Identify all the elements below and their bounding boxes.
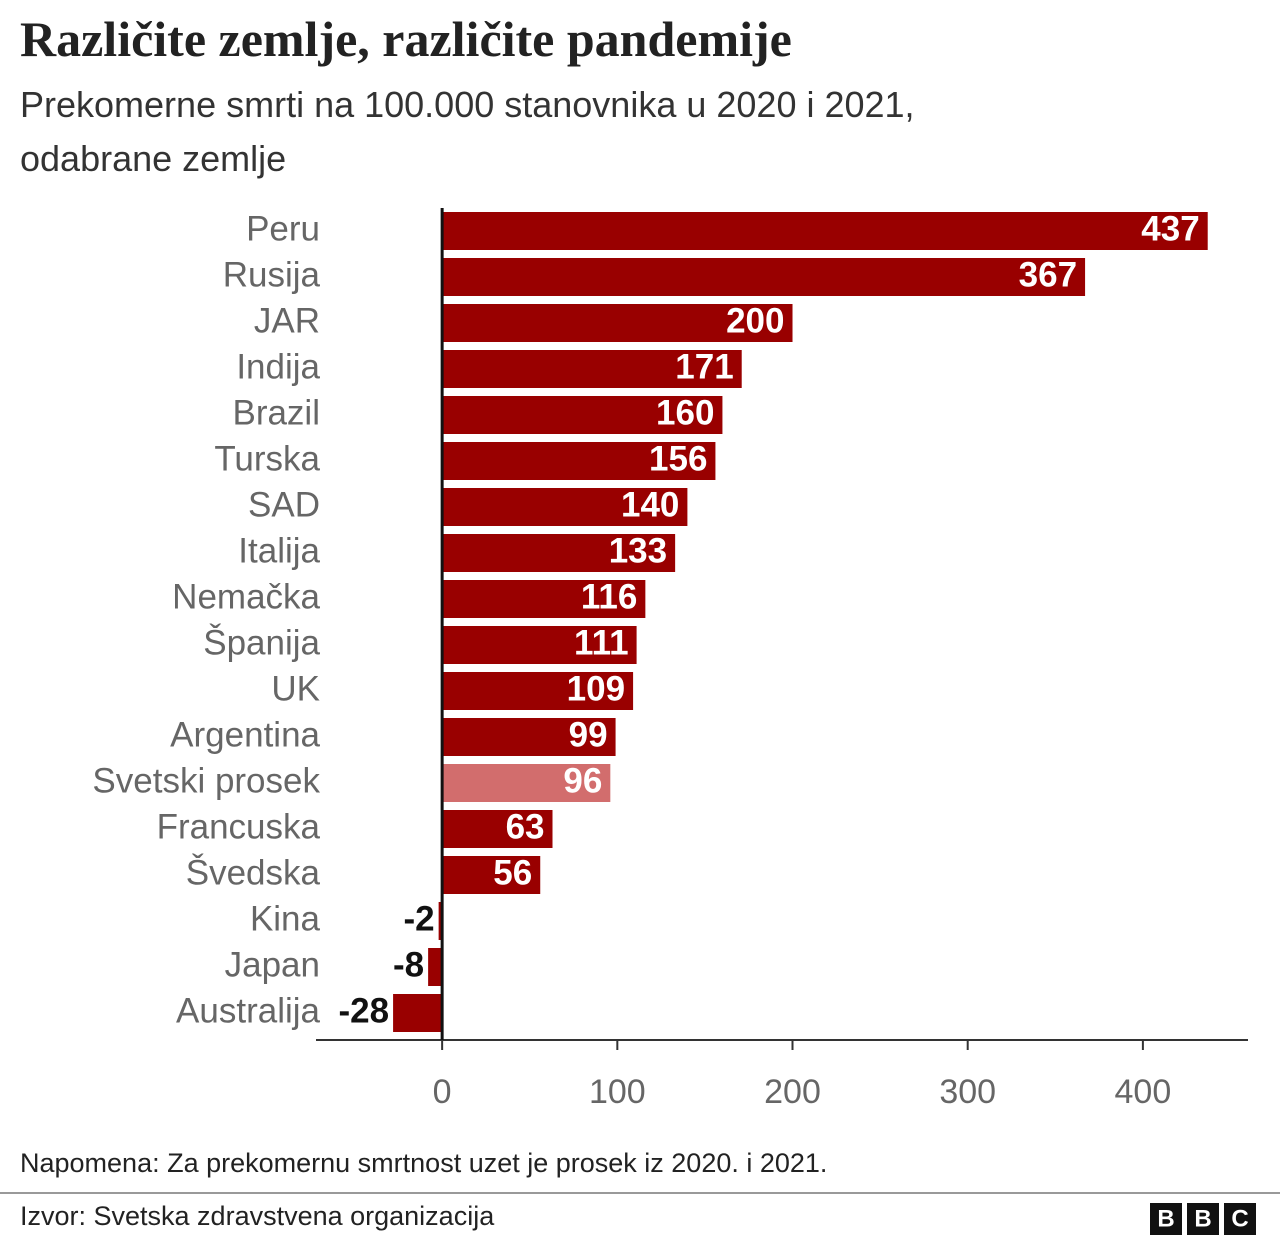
y-tick-label: Španija <box>203 623 320 662</box>
bar <box>393 994 443 1032</box>
y-tick-label: Argentina <box>170 715 320 754</box>
x-tick-label: 0 <box>433 1073 452 1111</box>
y-tick-label: SAD <box>248 485 320 524</box>
value-label: 160 <box>656 393 714 432</box>
bar <box>442 488 688 526</box>
value-label: 56 <box>493 853 532 892</box>
bar <box>442 212 1208 250</box>
bar <box>442 672 634 710</box>
logo-letter: B <box>1157 1205 1174 1232</box>
source: Izvor: Svetska zdravstvena organizacija <box>20 1201 495 1231</box>
logo-box <box>1187 1203 1219 1235</box>
bar <box>442 810 553 848</box>
value-label: -8 <box>393 945 424 984</box>
value-label: 111 <box>574 623 629 662</box>
value-label: -28 <box>338 991 389 1030</box>
bar <box>442 304 793 342</box>
y-tick-label: Italija <box>238 531 320 570</box>
x-tick-label: 100 <box>589 1073 646 1111</box>
bar <box>442 580 646 618</box>
y-tick-label: Rusija <box>223 255 321 294</box>
subtitle: Prekomerne smrti na 100.000 stanovnika u… <box>20 84 915 125</box>
y-tick-label: Brazil <box>232 393 320 432</box>
note: Napomena: Za prekomernu smrtnost uzet je… <box>20 1148 827 1178</box>
logo-letter: C <box>1231 1205 1248 1232</box>
value-label: 63 <box>506 807 545 846</box>
y-tick-label: Australija <box>176 991 320 1030</box>
bar <box>442 718 616 756</box>
x-tick-label: 200 <box>764 1073 821 1111</box>
bar <box>442 534 676 572</box>
y-tick-label: Švedska <box>186 853 321 892</box>
y-tick-label: Nemačka <box>172 577 320 616</box>
bar <box>442 626 637 664</box>
value-label: 133 <box>609 531 667 570</box>
value-label: 116 <box>581 577 637 616</box>
y-tick-label: Japan <box>225 945 320 984</box>
bar <box>442 396 723 434</box>
logo-letter: B <box>1194 1205 1211 1232</box>
value-label: 367 <box>1019 255 1077 294</box>
y-tick-label: Francuska <box>157 807 321 846</box>
y-tick-label: JAR <box>254 301 320 340</box>
bar <box>442 442 716 480</box>
value-label: 156 <box>649 439 707 478</box>
value-label: 99 <box>569 715 608 754</box>
logo-box <box>1150 1203 1182 1235</box>
logo-box <box>1224 1203 1256 1235</box>
value-label: 140 <box>621 485 679 524</box>
value-label: 96 <box>563 761 602 800</box>
value-label: 437 <box>1141 209 1199 248</box>
value-label: -2 <box>404 899 435 938</box>
value-label: 200 <box>726 301 784 340</box>
subtitle: odabrane zemlje <box>20 138 287 179</box>
value-label: 109 <box>567 669 625 708</box>
y-tick-label: Indija <box>236 347 320 386</box>
y-tick-label: Kina <box>250 899 321 938</box>
y-tick-label: UK <box>271 669 320 708</box>
bar <box>442 258 1086 296</box>
chart-title: Različite zemlje, različite pandemije <box>20 11 792 67</box>
bar <box>442 856 541 894</box>
bar <box>442 764 611 802</box>
y-tick-label: Svetski prosek <box>92 761 320 800</box>
bar <box>442 350 742 388</box>
x-tick-label: 300 <box>939 1073 996 1111</box>
bar <box>438 902 443 940</box>
y-tick-label: Peru <box>246 209 320 248</box>
x-tick-label: 400 <box>1115 1073 1172 1111</box>
y-tick-label: Turska <box>214 439 320 478</box>
bar <box>428 948 443 986</box>
value-label: 171 <box>675 347 733 386</box>
